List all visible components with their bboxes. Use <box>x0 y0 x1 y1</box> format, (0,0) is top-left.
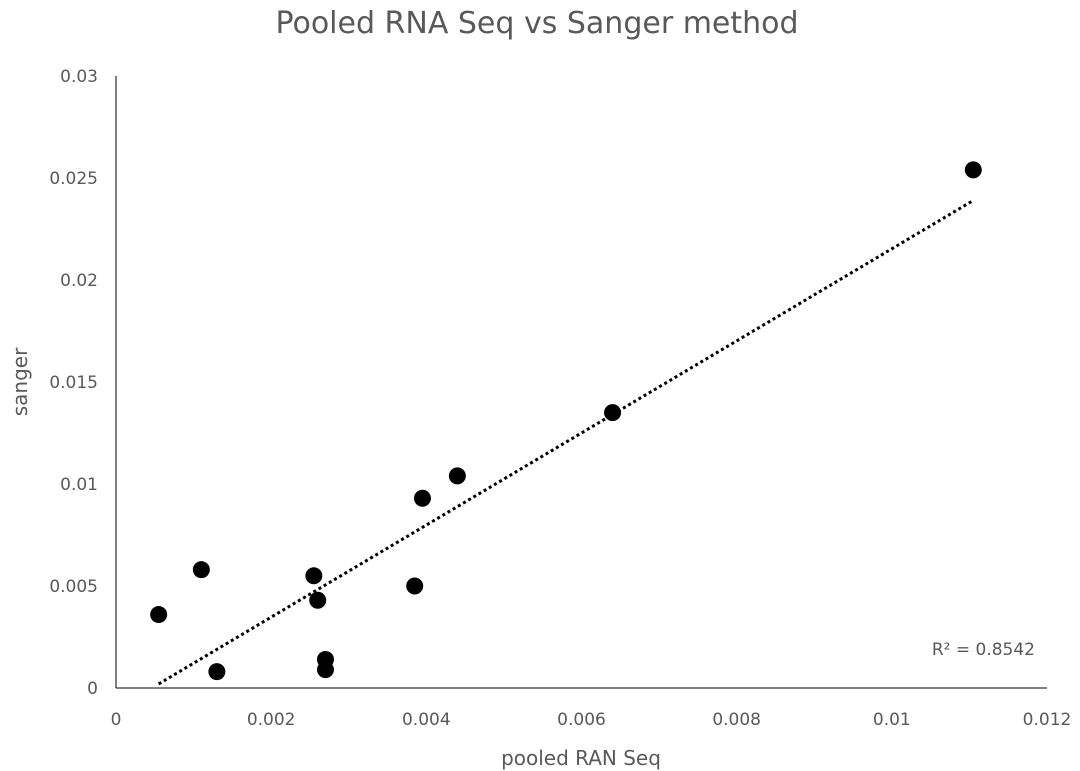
x-tick-label: 0 <box>111 710 122 730</box>
y-tick-label: 0.03 <box>60 67 98 87</box>
x-tick-label: 0.008 <box>712 710 761 730</box>
scatter-point <box>305 567 323 585</box>
scatter-point <box>150 606 168 624</box>
scatter-point <box>316 661 334 679</box>
scatter-point <box>604 404 622 422</box>
scatter-point <box>406 577 424 595</box>
trendline-group <box>157 199 975 686</box>
trendline <box>157 199 975 686</box>
scatter-point <box>964 161 982 179</box>
y-axis-label: sanger <box>8 347 32 416</box>
x-axis-label: pooled RAN Seq <box>501 746 661 770</box>
x-axis: 0 0.002 0.004 0.006 0.008 0.01 0.012 <box>111 687 1072 730</box>
chart-title: Pooled RNA Seq vs Sanger method <box>275 6 798 41</box>
x-tick-label: 0.006 <box>557 710 606 730</box>
scatter-point <box>208 663 226 681</box>
scatter-point <box>448 467 466 485</box>
y-tick-label: 0 <box>87 679 98 699</box>
y-tick-label: 0.02 <box>60 271 98 291</box>
scatter-point <box>192 561 210 579</box>
data-points <box>150 161 982 681</box>
r-squared-annotation: R² = 0.8542 <box>932 640 1035 660</box>
scatter-point <box>413 489 431 507</box>
y-tick-label: 0.005 <box>49 577 98 597</box>
y-tick-label: 0.01 <box>60 475 98 495</box>
y-tick-label: 0.025 <box>49 169 98 189</box>
y-tick-label: 0.015 <box>49 373 98 393</box>
scatter-point <box>309 591 327 609</box>
y-axis: 0 0.005 0.01 0.015 0.02 0.025 0.03 <box>49 67 117 699</box>
x-tick-label: 0.002 <box>247 710 296 730</box>
x-tick-label: 0.012 <box>1023 710 1072 730</box>
x-tick-label: 0.004 <box>402 710 451 730</box>
x-tick-label: 0.01 <box>873 710 911 730</box>
